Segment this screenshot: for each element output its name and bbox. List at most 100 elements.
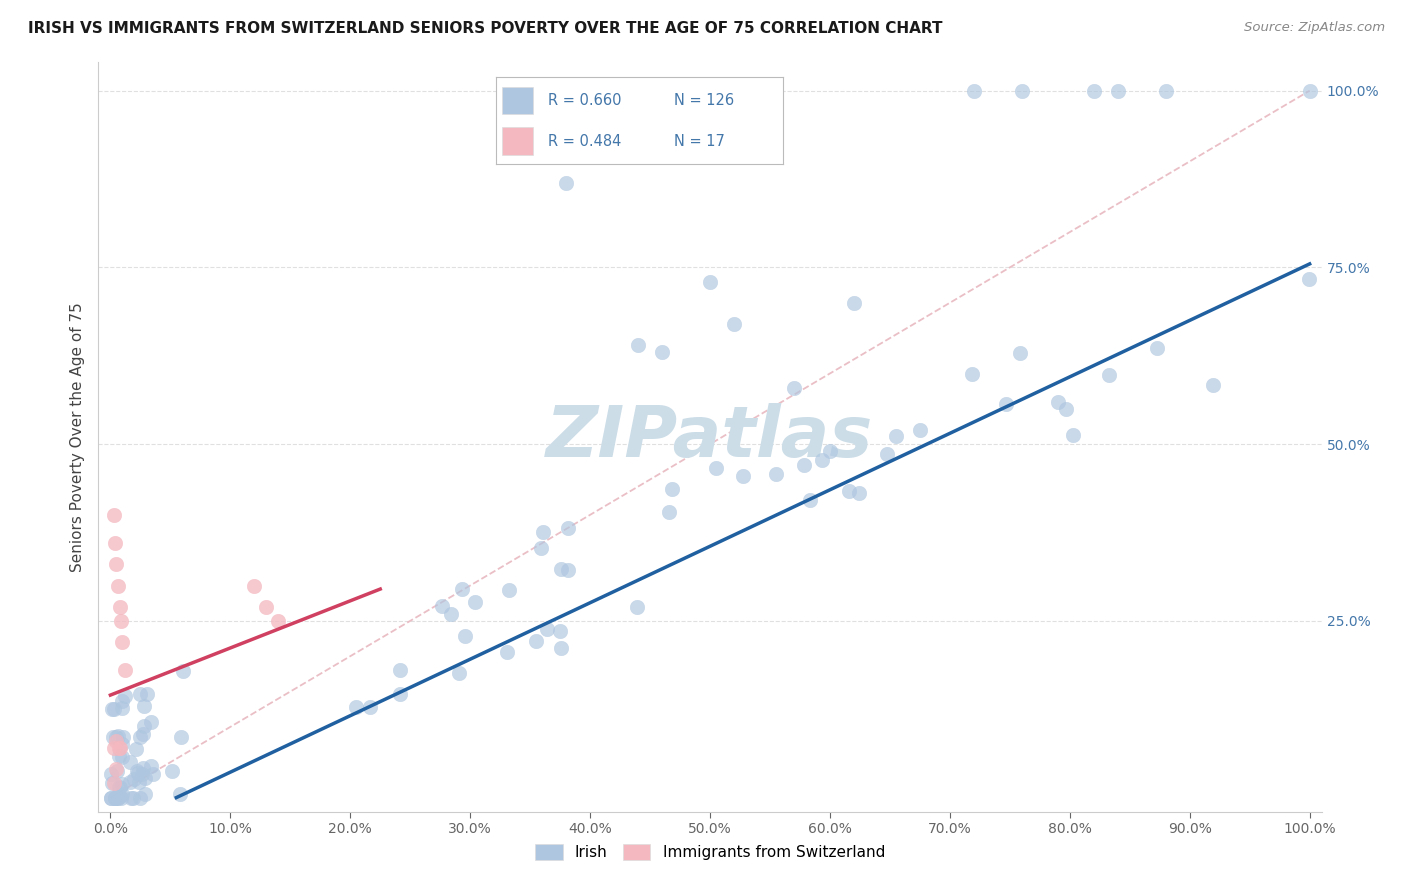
Point	[884, 428, 907, 442]
Point	[254, 599, 277, 614]
Point	[389, 663, 412, 677]
Point	[122, 772, 145, 786]
Point	[908, 423, 931, 437]
Point	[731, 469, 754, 483]
Point	[110, 614, 132, 628]
Point	[1083, 84, 1105, 98]
Point	[550, 640, 572, 655]
Point	[105, 558, 128, 572]
Point	[536, 622, 558, 636]
Point	[557, 521, 579, 535]
Point	[524, 633, 547, 648]
Point	[169, 787, 191, 801]
Text: Source: ZipAtlas.com: Source: ZipAtlas.com	[1244, 21, 1385, 34]
Point	[111, 749, 134, 764]
Point	[132, 727, 155, 741]
Point	[1046, 395, 1069, 409]
Point	[658, 505, 681, 519]
Point	[555, 176, 578, 190]
Point	[125, 741, 148, 756]
Point	[960, 367, 983, 381]
Point	[498, 583, 520, 598]
Point	[1011, 84, 1033, 98]
Point	[131, 761, 153, 775]
Point	[103, 741, 125, 756]
Point	[440, 607, 463, 621]
Point	[699, 275, 721, 289]
Point	[110, 790, 132, 805]
Point	[344, 700, 367, 714]
Point	[107, 780, 129, 795]
Point	[128, 774, 150, 789]
Point	[1154, 84, 1177, 98]
Point	[100, 790, 122, 805]
Point	[132, 698, 155, 713]
Point	[100, 790, 122, 805]
Point	[454, 629, 477, 643]
Point	[848, 486, 870, 500]
Point	[104, 536, 127, 550]
Point	[108, 741, 129, 756]
Point	[111, 635, 134, 649]
Point	[1098, 368, 1121, 383]
Point	[651, 345, 673, 359]
Point	[129, 687, 152, 701]
Point	[128, 790, 150, 805]
Point	[963, 84, 986, 98]
Point	[799, 492, 821, 507]
Point	[449, 665, 471, 680]
Point	[1107, 84, 1129, 98]
Point	[172, 665, 194, 679]
Point	[111, 777, 134, 791]
Point	[105, 762, 128, 776]
Point	[108, 790, 131, 805]
Point	[103, 508, 125, 522]
Point	[550, 562, 572, 576]
Point	[627, 338, 650, 352]
Point	[531, 525, 554, 540]
Point	[994, 396, 1017, 410]
Point	[430, 599, 453, 614]
Point	[108, 599, 131, 614]
Text: IRISH VS IMMIGRANTS FROM SWITZERLAND SENIORS POVERTY OVER THE AGE OF 75 CORRELAT: IRISH VS IMMIGRANTS FROM SWITZERLAND SEN…	[28, 21, 942, 36]
Y-axis label: Seniors Poverty Over the Age of 75: Seniors Poverty Over the Age of 75	[69, 302, 84, 572]
Point	[141, 758, 163, 772]
Point	[1298, 84, 1320, 98]
Point	[1062, 427, 1084, 442]
Point	[104, 790, 127, 805]
Point	[267, 614, 290, 628]
Point	[359, 700, 381, 714]
Point	[111, 694, 134, 708]
Point	[529, 541, 551, 556]
Point	[838, 484, 860, 499]
Point	[1010, 346, 1032, 360]
Point	[110, 780, 132, 795]
Point	[134, 719, 156, 733]
Point	[793, 458, 815, 472]
Point	[114, 664, 136, 678]
Point	[108, 741, 131, 756]
Point	[121, 790, 143, 805]
Point	[105, 764, 128, 778]
Point	[103, 702, 125, 716]
Point	[111, 787, 134, 801]
Point	[100, 776, 122, 790]
Point	[557, 563, 579, 577]
Point	[111, 701, 134, 715]
Point	[139, 714, 162, 729]
Point	[100, 767, 122, 781]
Point	[104, 790, 127, 805]
Point	[134, 787, 156, 801]
Point	[243, 578, 266, 592]
Point	[105, 734, 128, 748]
Point	[1056, 401, 1078, 416]
Point	[103, 776, 125, 790]
Point	[142, 767, 165, 781]
Text: ZIPatlas: ZIPatlas	[547, 402, 873, 472]
Point	[101, 730, 124, 744]
Point	[134, 771, 156, 785]
Point	[818, 444, 841, 458]
Point	[1202, 378, 1225, 392]
Point	[135, 688, 157, 702]
Point	[842, 295, 865, 310]
